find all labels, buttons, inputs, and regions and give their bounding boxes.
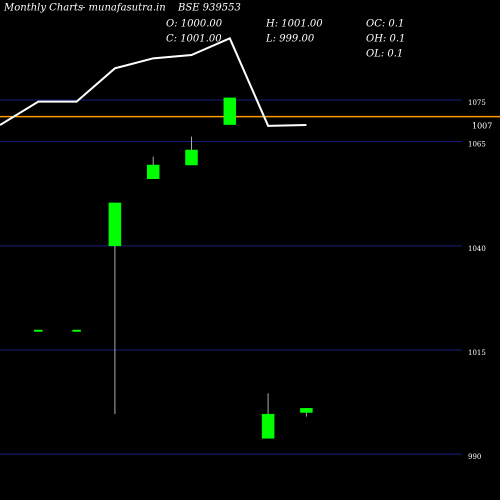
y-tick-label: 1015 — [468, 349, 486, 357]
candle-body — [223, 97, 237, 125]
price-line — [0, 37, 307, 127]
candle-body — [72, 329, 81, 332]
ref-label: 1007 — [472, 122, 492, 131]
candle-body — [300, 408, 313, 413]
candle-body — [146, 164, 160, 179]
high-info: H: 1001.00 — [265, 19, 323, 30]
site: - munafasutra.in — [82, 3, 166, 14]
oh-info: OH: 0.1 — [366, 34, 405, 45]
title: Monthly Charts — [3, 3, 83, 14]
symbol: BSE 939553 — [177, 3, 241, 14]
candle-body — [108, 202, 122, 247]
y-tick-label: 1065 — [468, 141, 486, 149]
candle-body — [185, 149, 198, 166]
y-tick-label: 1040 — [468, 245, 486, 253]
y-tick-label: 1075 — [468, 99, 486, 107]
candle-body — [261, 413, 275, 439]
y-tick-label: 990 — [468, 453, 481, 461]
close-info: C: 1001.00 — [166, 34, 222, 45]
open-info: O: 1000.00 — [166, 19, 223, 30]
low-info: L: 999.00 — [265, 34, 315, 45]
candle-body — [34, 329, 43, 332]
ol-info: OL: 0.1 — [366, 49, 403, 60]
oc-info: OC: 0.1 — [366, 19, 404, 30]
